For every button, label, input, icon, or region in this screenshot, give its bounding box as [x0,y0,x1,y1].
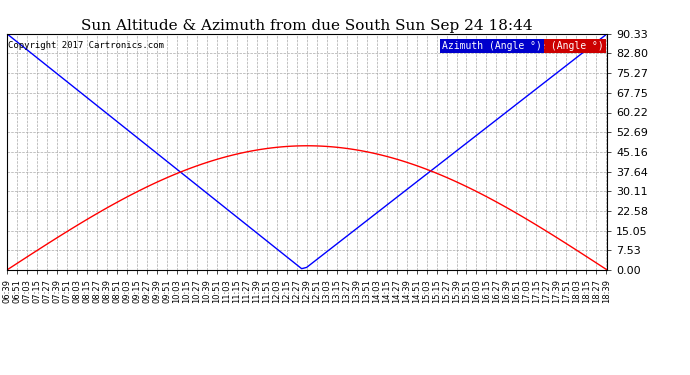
Text: Copyright 2017 Cartronics.com: Copyright 2017 Cartronics.com [8,41,164,50]
Text: Azimuth (Angle °): Azimuth (Angle °) [442,41,542,51]
Text: Altitude (Angle °): Altitude (Angle °) [498,41,604,51]
Title: Sun Altitude & Azimuth from due South Sun Sep 24 18:44: Sun Altitude & Azimuth from due South Su… [81,19,533,33]
